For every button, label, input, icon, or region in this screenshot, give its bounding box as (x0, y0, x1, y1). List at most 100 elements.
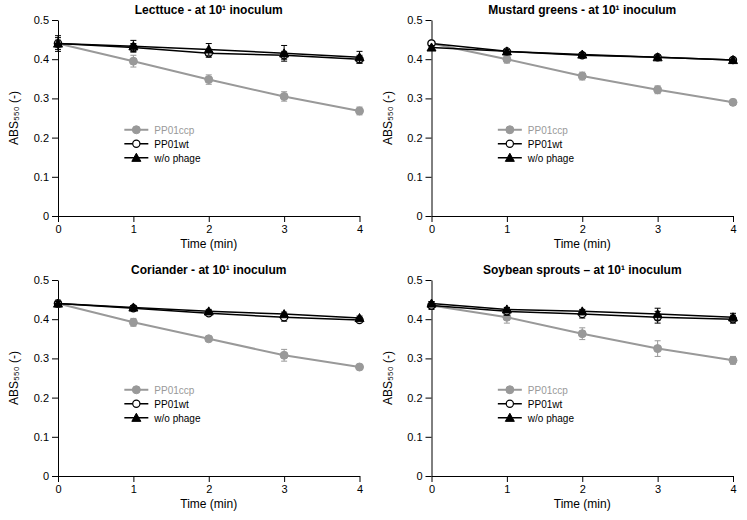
x-tick-mark (658, 216, 659, 222)
y-tick-label: 0.3 (34, 352, 49, 364)
y-tick: 0.2 (407, 392, 431, 404)
y-tick-label: 0.5 (407, 14, 422, 26)
y-tick-mark (52, 280, 58, 281)
error-cap (206, 43, 212, 44)
y-axis-title: ABS₅₅₀ (-) (381, 91, 395, 145)
legend-marker (132, 386, 140, 394)
x-tick-mark (733, 476, 734, 482)
series-line (432, 44, 734, 60)
x-tick-label: 1 (504, 223, 510, 235)
series-line (432, 47, 734, 60)
error-cap (130, 55, 136, 56)
x-tick: 3 (655, 216, 661, 235)
x-tick-mark (432, 216, 433, 222)
legend-entry: w/o phage (498, 413, 575, 424)
marker (54, 40, 61, 47)
y-tick-mark (426, 319, 432, 320)
y-tick: 0.4 (34, 313, 58, 325)
legend: PP01ccpPP01wtw/o phage (124, 385, 201, 424)
y-tick-mark (52, 476, 58, 477)
error-cap (55, 49, 61, 50)
x-tick-label: 1 (131, 223, 137, 235)
x-tick-label: 0 (55, 223, 61, 235)
x-axis-title: Time (min) (554, 237, 611, 251)
error-cap (357, 63, 363, 64)
title: Lecttuce - at 10¹ inoculum (135, 3, 283, 17)
series-line (58, 44, 360, 111)
y-tick-label: 0.4 (34, 53, 49, 65)
error-bar (130, 318, 136, 326)
marker (54, 299, 63, 307)
y-tick-label: 0.4 (34, 313, 49, 325)
marker (280, 310, 289, 318)
y-tick-mark (52, 59, 58, 60)
marker (129, 42, 138, 50)
error-cap (655, 323, 661, 324)
x-tick: 4 (357, 476, 363, 495)
y-axis-title: ABS₅₅₀ (-) (381, 351, 395, 405)
marker (654, 86, 662, 94)
x-tick-label: 3 (655, 483, 661, 495)
legend-label: PP01ccp (528, 125, 568, 136)
error-cap (130, 40, 136, 41)
marker (578, 307, 587, 315)
y-tick: 0.5 (34, 274, 58, 286)
marker (129, 57, 137, 65)
x-tick-mark (582, 216, 583, 222)
y-axis-title: ABS₅₅₀ (-) (7, 351, 21, 405)
legend-entry: PP01ccp (124, 385, 194, 396)
marker (729, 98, 737, 106)
marker (280, 351, 288, 359)
y-tick: 0.3 (34, 352, 58, 364)
y-tick-label: 0.1 (407, 431, 422, 443)
x-tick-label: 2 (206, 483, 212, 495)
y-tick: 0.2 (34, 392, 58, 404)
y-tick-label: 0.1 (34, 431, 49, 443)
marker (427, 43, 436, 51)
error-cap (55, 37, 61, 38)
legend-entry: PP01wt (498, 399, 563, 410)
x-tick: 2 (580, 216, 586, 235)
legend-entry: PP01wt (124, 139, 189, 150)
marker (54, 300, 62, 308)
error-bar (281, 349, 287, 361)
y-tick-label: 0.5 (34, 274, 49, 286)
x-tick-label: 3 (282, 483, 288, 495)
y-tick-label: 0.2 (407, 392, 422, 404)
figure: 0 1 2 3 4 0 0.1 0.2 0.3 0.4 0.5 Lecttuce - at 10¹ i… (0, 0, 747, 520)
x-tick-mark (133, 216, 134, 222)
error-bar (206, 75, 212, 84)
y-tick: 0.2 (34, 132, 58, 144)
legend: PP01ccpPP01wtw/o phage (498, 125, 575, 164)
error-bar (655, 86, 661, 94)
x-tick-label: 1 (504, 483, 510, 495)
panel: 0123400.10.20.30.40.5Coriander - at 10¹ … (7, 263, 364, 511)
marker (578, 72, 586, 80)
legend-entry: PP01ccp (124, 125, 194, 136)
legend-marker (506, 140, 513, 147)
y-tick-label: 0.3 (407, 352, 422, 364)
y-tick-mark (52, 398, 58, 399)
error-bar (655, 341, 661, 357)
marker (129, 318, 137, 326)
x-tick-mark (284, 476, 285, 482)
error-cap (130, 67, 136, 68)
error-cap (655, 319, 661, 320)
y-tick: 0.4 (407, 53, 431, 65)
x-tick-mark (209, 216, 210, 222)
y-tick: 0.5 (407, 274, 431, 286)
legend-entry: w/o phage (498, 153, 575, 164)
y-tick-label: 0 (416, 470, 422, 482)
x-axis: 01234 (55, 476, 363, 495)
legend-marker (132, 153, 141, 161)
y-tick: 0.1 (407, 171, 431, 183)
x-tick: 1 (131, 476, 137, 495)
y-tick-label: 0.4 (407, 313, 422, 325)
x-tick: 3 (282, 216, 288, 235)
error-cap (579, 339, 585, 340)
marker (54, 300, 61, 307)
legend-label: PP01ccp (528, 385, 568, 396)
marker (427, 299, 436, 307)
x-tick-label: 4 (730, 483, 736, 495)
x-tick-mark (582, 476, 583, 482)
